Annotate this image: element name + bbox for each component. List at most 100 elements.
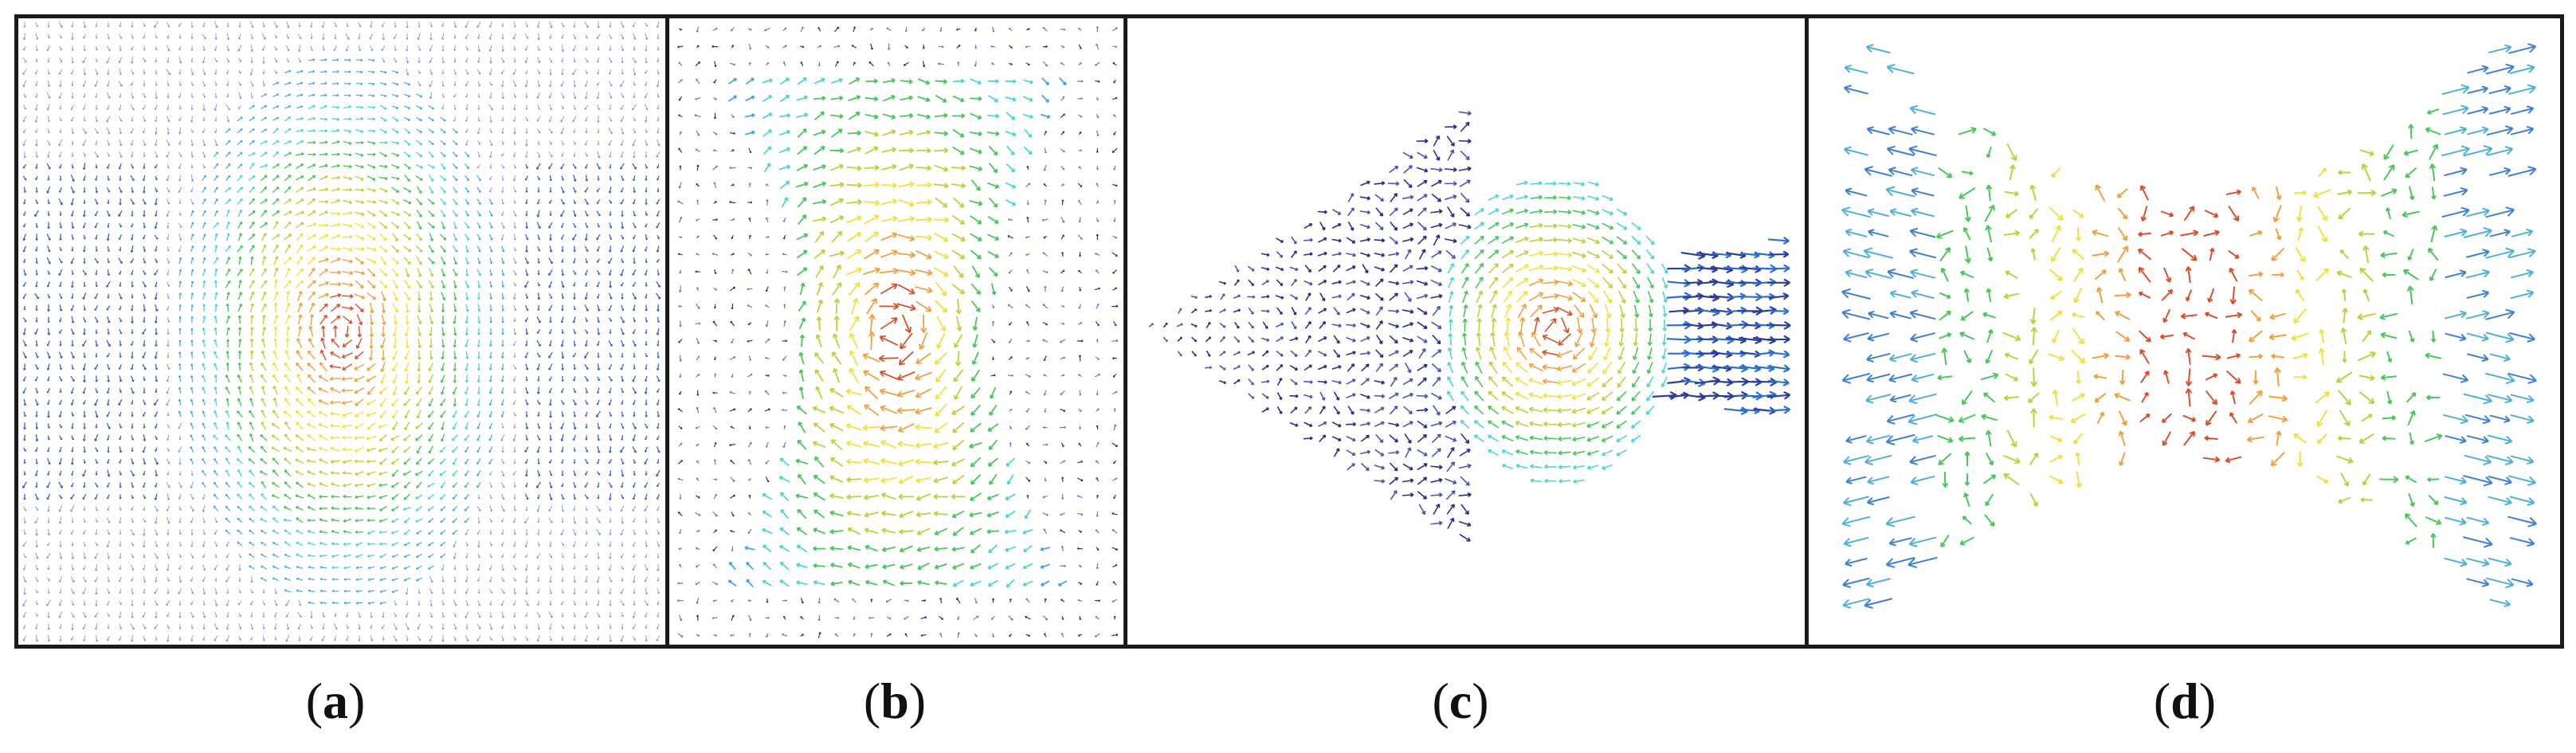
vector-arrow (2228, 249, 2240, 259)
vector-arrow (524, 351, 529, 359)
vector-arrow (225, 351, 229, 359)
panel-c-plot (1148, 111, 1791, 542)
vector-arrow (131, 316, 134, 324)
vector-arrow (107, 316, 111, 324)
vector-arrow (846, 477, 862, 483)
vector-arrow (880, 492, 896, 500)
vector-arrow (971, 265, 980, 279)
vector-arrow (597, 422, 601, 429)
vector-arrow (178, 127, 182, 135)
vector-arrow (390, 176, 400, 181)
vector-arrow (391, 268, 399, 277)
vector-arrow (936, 316, 947, 331)
vector-arrow (1205, 295, 1213, 299)
vector-arrow (367, 566, 375, 570)
vector-arrow (679, 494, 682, 500)
vector-arrow (34, 376, 38, 382)
vector-arrow (1390, 193, 1398, 202)
vector-arrow (2049, 206, 2064, 222)
vector-arrow (403, 446, 411, 453)
vector-arrow (1501, 208, 1514, 215)
vector-arrow (23, 564, 26, 571)
vector-arrow (237, 303, 243, 312)
vector-arrow (765, 374, 770, 377)
vector-arrow (143, 470, 146, 476)
vector-arrow (1417, 321, 1428, 329)
vector-arrow (585, 175, 588, 182)
vector-arrow (403, 151, 411, 158)
vector-arrow (765, 183, 770, 186)
vector-arrow (1389, 363, 1399, 372)
vector-arrow (2339, 410, 2351, 427)
vector-arrow (1868, 229, 1889, 237)
vector-arrow (284, 421, 291, 430)
vector-arrow (2003, 394, 2020, 402)
vector-arrow (107, 33, 110, 40)
vector-arrow (59, 281, 62, 288)
vector-arrow (331, 554, 339, 559)
vector-arrow (83, 482, 86, 488)
vector-arrow (71, 57, 74, 64)
vector-arrow (118, 576, 122, 582)
vector-arrow (1935, 229, 1954, 239)
vector-arrow (2051, 167, 2061, 178)
vector-arrow (657, 612, 660, 618)
vector-arrow (393, 635, 398, 641)
vector-arrow (406, 600, 409, 606)
vector-arrow (465, 163, 470, 170)
vector-arrow (322, 45, 325, 51)
vector-arrow (35, 151, 39, 158)
vector-arrow (154, 139, 158, 147)
vector-arrow (1501, 449, 1514, 456)
vector-arrow (465, 446, 469, 453)
vector-arrow (131, 435, 135, 441)
vector-arrow (71, 222, 75, 229)
vector-arrow (286, 326, 291, 337)
vector-arrow (477, 588, 480, 594)
vector-arrow (573, 104, 576, 110)
vector-arrow (167, 269, 170, 276)
vector-arrow (83, 635, 86, 641)
vector-arrow (343, 58, 351, 62)
vector-arrow (167, 328, 170, 335)
vector-arrow (1475, 276, 1484, 289)
vector-arrow (330, 315, 341, 324)
vector-arrow (536, 435, 541, 441)
vector-arrow (584, 411, 588, 418)
vector-arrow (465, 186, 469, 194)
vector-arrow (296, 105, 304, 109)
vector-arrow (249, 374, 254, 383)
vector-arrow (34, 210, 39, 218)
vector-arrow (95, 599, 98, 606)
vector-arrow (143, 340, 146, 347)
vector-arrow (1220, 293, 1225, 300)
vector-arrow (713, 459, 716, 465)
vector-arrow (190, 269, 194, 276)
vector-arrow (609, 634, 613, 642)
vector-arrow (296, 350, 303, 360)
vector-arrow (549, 422, 552, 429)
vector-arrow (585, 624, 588, 629)
vector-arrow (1488, 449, 1500, 456)
vector-arrow (1261, 350, 1269, 357)
vector-arrow (501, 210, 504, 216)
vector-arrow (536, 352, 541, 358)
vector-arrow (202, 22, 206, 28)
vector-arrow (392, 422, 398, 431)
vector-arrow (645, 80, 648, 87)
vector-arrow (83, 305, 86, 311)
vector-arrow (1317, 210, 1327, 214)
vector-arrow (573, 128, 576, 134)
vector-arrow (881, 147, 897, 153)
vector-arrow (596, 258, 601, 264)
vector-arrow (58, 92, 62, 99)
vector-arrow (748, 355, 751, 361)
vector-arrow (46, 363, 50, 371)
vector-arrow (119, 530, 122, 535)
vector-arrow (513, 282, 516, 287)
vector-arrow (585, 128, 588, 134)
vector-arrow (429, 92, 433, 100)
vector-arrow (657, 588, 660, 594)
vector-arrow (391, 141, 400, 145)
vector-arrow (94, 151, 99, 158)
